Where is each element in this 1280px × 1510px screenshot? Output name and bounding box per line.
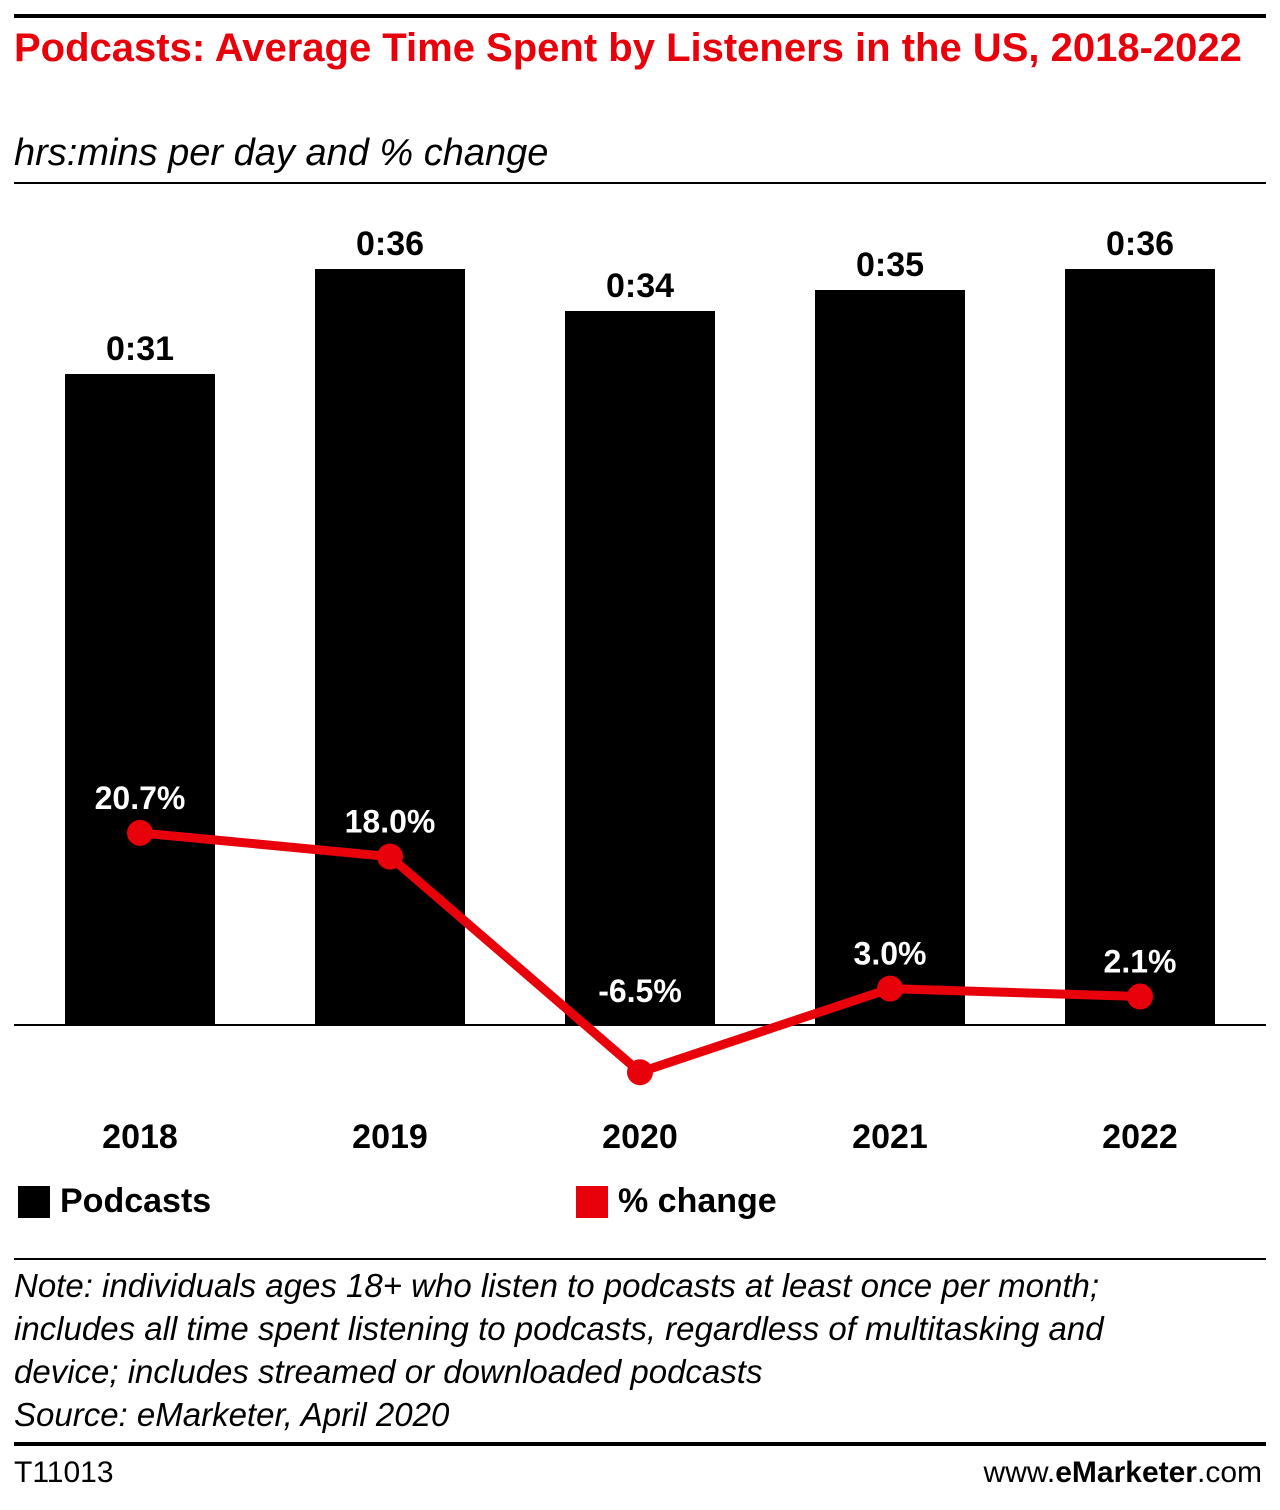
line-label-2019: 18.0% — [345, 804, 436, 840]
line-label-2022: 2.1% — [1104, 944, 1177, 980]
point-percent-change-2019 — [377, 843, 403, 870]
bar-label-2022: 0:36 — [1106, 225, 1174, 263]
bar-podcasts-2019 — [315, 269, 465, 1025]
line-label-2021: 3.0% — [854, 936, 927, 972]
bar-podcasts-2020 — [565, 311, 715, 1025]
note-line: includes all time spent listening to pod… — [14, 1310, 1104, 1347]
point-percent-change-2022 — [1127, 983, 1153, 1010]
top-rule — [14, 14, 1266, 18]
site-prefix: www. — [983, 1456, 1056, 1489]
chart: 0:31 0:36 0:34 0:35 0:36 20.7% 18.0% -6.5% 3.0% 2… — [14, 225, 1266, 1156]
x-axis-line — [14, 1024, 1266, 1026]
legend-item-podcasts: Podcasts — [18, 1182, 211, 1221]
line-label-2020: -6.5% — [598, 973, 682, 1009]
note-line: Note: individuals ages 18+ who listen to… — [14, 1267, 1100, 1304]
x-tick-label-2020: 2020 — [602, 1118, 678, 1156]
legend-swatch-change — [576, 1185, 608, 1218]
site-suffix: .com — [1196, 1456, 1262, 1489]
note-line: device; includes streamed or downloaded … — [14, 1353, 763, 1390]
site-brand-e: e — [1055, 1456, 1072, 1489]
site-url: www.eMarketer.com — [984, 1456, 1262, 1490]
source-line: Source: eMarketer, April 2020 — [14, 1396, 450, 1433]
x-tick-label-2018: 2018 — [102, 1118, 178, 1156]
chart-title: Podcasts: Average Time Spent by Listener… — [14, 26, 1242, 70]
footer-rule — [14, 1442, 1266, 1446]
note-rule — [14, 1258, 1266, 1260]
legend-label-change: % change — [618, 1182, 777, 1220]
x-tick-label-2019: 2019 — [352, 1118, 428, 1156]
chart-subtitle: hrs:mins per day and % change — [14, 132, 549, 174]
x-tick-label-2022: 2022 — [1102, 1118, 1178, 1156]
chart-note: Note: individuals ages 18+ who listen to… — [14, 1264, 1264, 1436]
point-percent-change-2020 — [627, 1059, 653, 1086]
point-percent-change-2018 — [127, 819, 153, 846]
line-label-2018: 20.7% — [95, 780, 186, 816]
x-tick-label-2021: 2021 — [852, 1118, 928, 1156]
header-rule — [14, 182, 1266, 184]
bar-podcasts-2021 — [815, 290, 965, 1025]
bar-label-2019: 0:36 — [356, 225, 424, 263]
legend-swatch-podcasts — [18, 1185, 50, 1218]
legend: Podcasts % change — [0, 1182, 1280, 1232]
point-percent-change-2021 — [877, 975, 903, 1002]
legend-label-podcasts: Podcasts — [60, 1182, 212, 1220]
site-brand-rest: Marketer — [1071, 1456, 1197, 1489]
chart-id: T11013 — [14, 1456, 114, 1489]
bar-podcasts-2018 — [65, 374, 215, 1025]
bar-label-2021: 0:35 — [856, 246, 924, 284]
bar-label-2020: 0:34 — [606, 267, 674, 305]
bar-podcasts-2022 — [1065, 269, 1215, 1025]
legend-item-change: % change — [576, 1182, 777, 1221]
bar-label-2018: 0:31 — [106, 330, 174, 368]
